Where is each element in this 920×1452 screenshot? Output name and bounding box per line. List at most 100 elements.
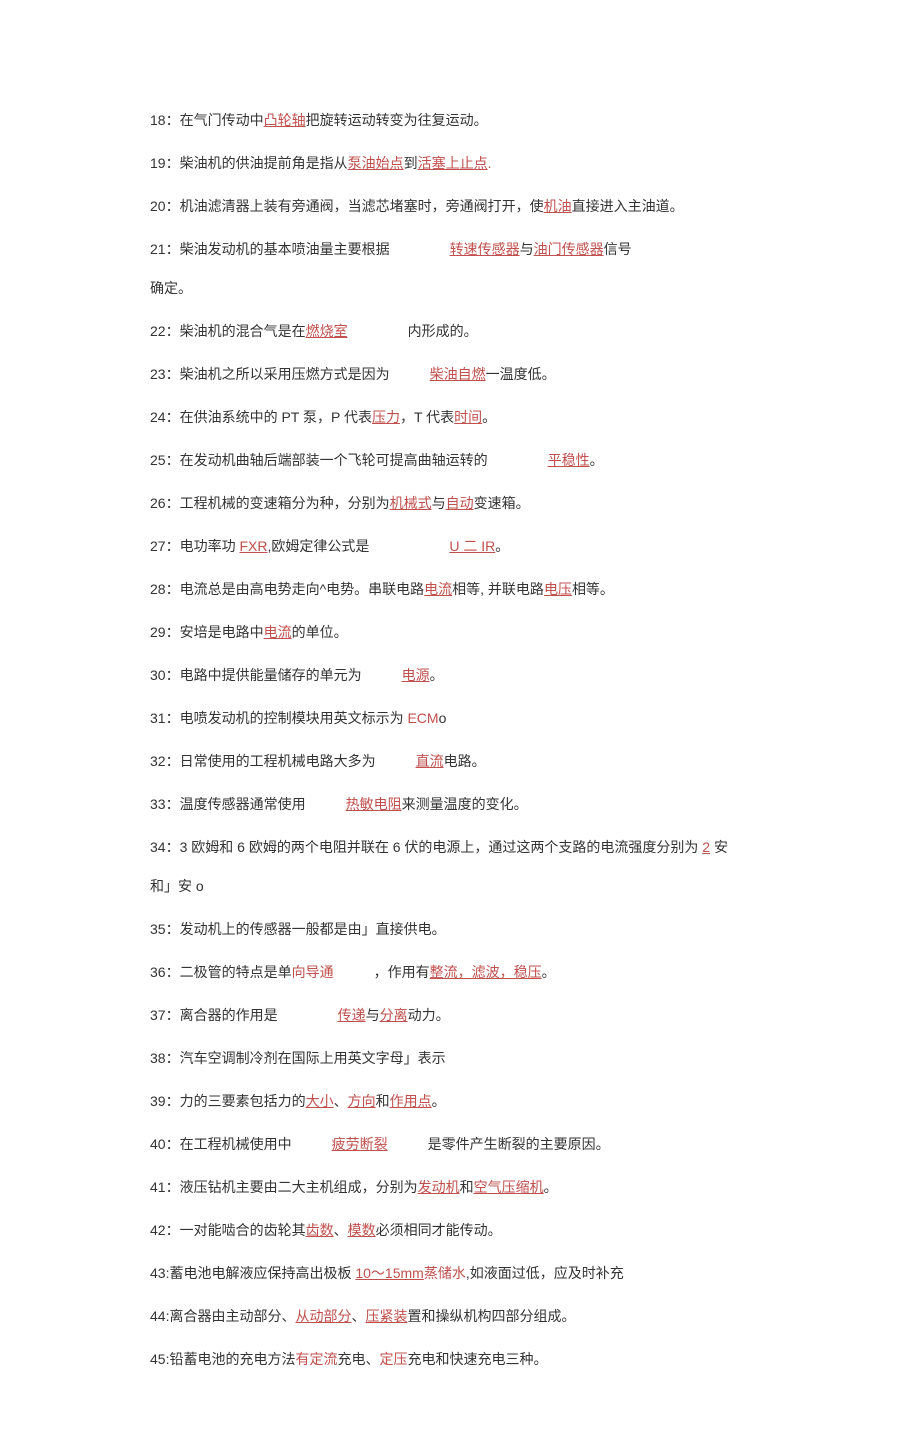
item-number: 43: [150,1265,169,1281]
question-item-19: 19：柴油机的供油提前角是指从泵油始点到活塞上止点. [150,153,770,174]
text-post: 是零件产生断裂的主要原因。 [428,1136,610,1152]
item-number: 19： [150,155,180,171]
text-post: 变速箱。 [474,495,530,511]
item-number: 35： [150,921,180,937]
question-item-32: 32：日常使用的工程机械电路大多为直流电路。 [150,751,770,772]
item-number: 36： [150,964,180,980]
question-item-30: 30：电路中提供能量储存的单元为 电源。 [150,665,770,686]
text-pre: 3 欧姆和 6 欧姆的两个电阻并联在 6 伏的电源上，通过这两个支路的电流强度分… [180,839,703,855]
text-mid: 、 [334,1222,348,1238]
item-number: 27： [150,538,180,554]
text-pre: 柴油机的供油提前角是指从 [180,155,348,171]
question-line: 24：在供油系统中的 PT 泵，P 代表压力，T 代表时间。 [150,407,770,428]
text-wrap: 确定。 [150,280,192,296]
question-line: 21：柴油发动机的基本喷油量主要根据转速传感器与油门传感器信号 [150,239,770,260]
text-pre: 日常使用的工程机械电路大多为 [180,753,376,769]
item-number: 41： [150,1179,180,1195]
answer: 时间 [454,409,482,425]
item-number: 21： [150,241,180,257]
answer: 直流 [416,753,444,769]
text-post: 直接进入主油道。 [572,198,684,214]
text-mid: 与 [432,495,446,511]
text-wrap: 和」安 o [150,878,204,894]
text-mid: 和 [460,1179,474,1195]
answer: 2 [702,839,710,855]
question-line: 45:铅蓄电池的充电方法有定流充电、定压充电和快速充电三种。 [150,1349,770,1370]
text-pre: 汽车空调制冷剂在国际上用英文字母」表示 [180,1050,446,1066]
question-line: 39：力的三要素包括力的大小、方向和作用点。 [150,1091,770,1112]
question-item-31: 31：电喷发动机的控制模块用英文标示为 ECMo [150,708,770,729]
answer: 泵油始点 [348,155,404,171]
text-post: 。 [495,538,509,554]
answer: 传递 [338,1007,366,1023]
text-pre: 在供油系统中的 PT 泵，P 代表 [180,409,372,425]
text-post: 来测量温度的变化。 [402,796,528,812]
answer: 燃烧室 [306,323,348,339]
question-item-26: 26：工程机械的变速箱分为种，分别为机械式与自动变速箱。 [150,493,770,514]
question-line: 26：工程机械的变速箱分为种，分别为机械式与自动变速箱。 [150,493,770,514]
text-post: 。 [482,409,496,425]
item-number: 40： [150,1136,180,1152]
question-line-wrap: 和」安 o [150,876,770,897]
text-post: 信号 [604,241,632,257]
answer: 整流，滤波，稳压 [430,964,542,980]
question-line: 35：发动机上的传感器一般都是由」直接供电。 [150,919,770,940]
answer: 电流 [264,624,292,640]
text-post: 。 [432,1093,446,1109]
dot: . [488,155,492,171]
text-post: 温度低。 [500,366,556,382]
text-pre: 电路中提供能量储存的单元为 [180,667,362,683]
item-number: 30： [150,667,180,683]
text-post: 把旋转运动转变为往复运动。 [306,112,488,128]
question-line: 40：在工程机械使用中疲劳断裂是零件产生断裂的主要原因。 [150,1134,770,1155]
answer: 定压 [379,1351,407,1367]
question-line: 33：温度传感器通常使用热敏电阻来测量温度的变化。 [150,794,770,815]
text-pre: 液压钻机主要由二大主机组成，分别为 [180,1179,418,1195]
answer: 电压 [544,581,572,597]
text-pre: 二极管的特点是单 [180,964,292,980]
answer: 空气压缩机 [474,1179,544,1195]
question-line: 29：安培是电路中电流的单位。 [150,622,770,643]
answer: 油门传感器 [534,241,604,257]
text-pre: 柴油机的混合气是在 [180,323,306,339]
answer: 平稳性 [548,452,590,468]
answer: 向导通 [292,964,334,980]
item-number: 37： [150,1007,180,1023]
text-mid: 与 [366,1007,380,1023]
item-number: 25： [150,452,180,468]
text-pre: 机油滤清器上装有旁通阀，当滤芯堵塞时，旁通阀打开，使 [180,198,544,214]
text-mid2: 和 [376,1093,390,1109]
text-post: 。 [430,667,444,683]
question-line: 43:蓄电池电解液应保持高出极板 10～15mm蒸储水,如液面过低，应及时补充 [150,1263,770,1284]
answer: 热敏电阻 [346,796,402,812]
answer: 分离 [380,1007,408,1023]
question-item-39: 39：力的三要素包括力的大小、方向和作用点。 [150,1091,770,1112]
item-number: 23： [150,366,180,382]
answer: 从动部分 [295,1308,351,1324]
text-post: 充电和快速充电三种。 [407,1351,547,1367]
question-item-25: 25：在发动机曲轴后端部装一个飞轮可提高曲轴运转的 平稳性。 [150,450,770,471]
answer: 模数 [348,1222,376,1238]
item-number: 32： [150,753,180,769]
text-mid: 相等, 并联电路 [452,581,544,597]
text-pre: 柴油机之所以采用压燃方式是因为 [180,366,390,382]
question-item-21: 21：柴油发动机的基本喷油量主要根据转速传感器与油门传感器信号确定。 [150,239,770,299]
question-line-wrap: 确定。 [150,278,770,299]
text-pre: 在工程机械使用中 [180,1136,292,1152]
text-pre: 柴油发动机的基本喷油量主要根据 [180,241,390,257]
answer: 压力 [372,409,400,425]
text-mid: 、 [351,1308,365,1324]
question-line: 20：机油滤清器上装有旁通阀，当滤芯堵塞时，旁通阀打开，使机油直接进入主油道。 [150,196,770,217]
text-mid: 与 [520,241,534,257]
question-line: 37：离合器的作用是传递与分离动力。 [150,1005,770,1026]
text-mid: 、 [334,1093,348,1109]
text-pre: 安培是电路中 [180,624,264,640]
question-item-28: 28：电流总是由高电势走向^电势。串联电路电流相等, 并联电路电压相等。 [150,579,770,600]
text-pre: 在发动机曲轴后端部装一个飞轮可提高曲轴运转的 [180,452,488,468]
item-number: 22： [150,323,180,339]
item-number: 45: [150,1351,169,1367]
text-post: 。 [590,452,604,468]
answer: 有定流 [295,1351,337,1367]
text-post: 。 [542,964,556,980]
answer: 电源 [402,667,430,683]
